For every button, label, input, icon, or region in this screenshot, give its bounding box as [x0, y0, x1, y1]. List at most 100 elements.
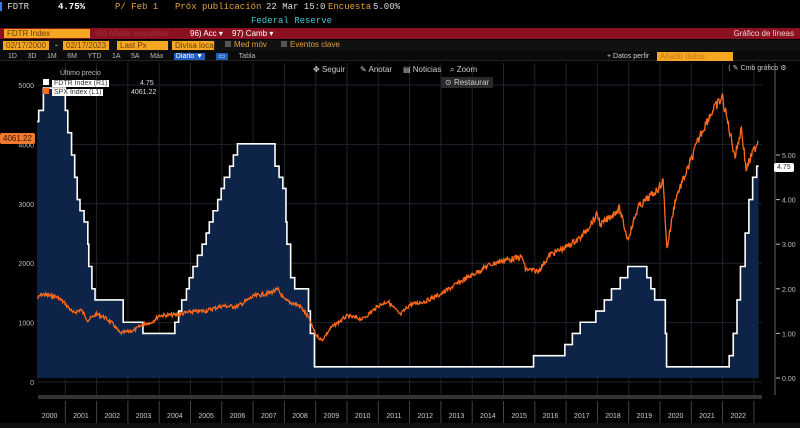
ticker: FDTR: [7, 2, 30, 12]
header-bar: FDTR 4.75% P/ Feb 1 Próx publicación 22 …: [0, 2, 800, 12]
x-tick-label: 2003: [136, 413, 152, 420]
zoom-button[interactable]: ⌕ Zoom: [450, 65, 477, 75]
period-max[interactable]: Máx: [150, 53, 164, 60]
legend: FDTR Index (R1) 4.75 SPX Index (L1) 4061.2…: [43, 79, 156, 97]
legend-title: Último precio: [60, 70, 101, 77]
x-tick-label: 2015: [511, 413, 527, 420]
end-date-input[interactable]: 02/17/2023: [63, 41, 109, 50]
x-tick-label: 2002: [104, 413, 120, 420]
x-tick-label: 2017: [574, 413, 590, 420]
news-label: Noticias: [412, 65, 442, 74]
date-dash: -: [55, 40, 58, 50]
spx-swatch: [43, 88, 49, 94]
date-controls: 02/17/2000 - 02/17/2023 Last Px Divisa l…: [0, 40, 800, 51]
add-security[interactable]: 95) Añadir seguridad: [95, 29, 169, 38]
annotate-button[interactable]: ✎ Anotar: [360, 65, 393, 74]
x-tick-label: 2016: [543, 413, 559, 420]
period-1a[interactable]: 1A: [111, 53, 121, 60]
fdtr-swatch: [43, 79, 49, 85]
gear-icon[interactable]: ⚙: [780, 65, 787, 72]
annotate-label: Anotar: [368, 65, 393, 74]
restore-icon: ⊙: [445, 78, 452, 87]
x-tick-label: 2009: [324, 413, 340, 420]
period-1m[interactable]: 1M: [46, 53, 57, 60]
fdtr-legend-label: FDTR Index (R1): [52, 80, 110, 87]
table-button[interactable]: Tabla: [238, 53, 256, 60]
change-menu[interactable]: 97) Camb ▾: [232, 29, 274, 38]
moving-avg-label[interactable]: Med móv: [234, 40, 267, 49]
period-3d[interactable]: 3D: [27, 53, 37, 60]
right-tick-label: 3.00: [782, 242, 796, 249]
right-tick-label: 5.00: [782, 153, 796, 160]
survey-value: 5.00%: [373, 2, 401, 12]
start-date-input[interactable]: 02/17/2000: [3, 41, 49, 50]
data-label[interactable]: + Datos perfir: [607, 53, 650, 60]
chart-style-icon[interactable]: ▭: [215, 53, 229, 60]
key-events-checkbox[interactable]: [281, 41, 287, 47]
period-ytd[interactable]: YTD: [87, 53, 102, 60]
x-tick-label: 2012: [417, 413, 433, 420]
restore-button[interactable]: ⊙ Restaurar: [441, 77, 494, 88]
x-tick-label: 2007: [261, 413, 277, 420]
current-value: 4.75%: [58, 2, 86, 12]
x-tick-label: 2006: [230, 413, 246, 420]
key-events-label[interactable]: Eventos clave: [290, 40, 340, 49]
next-release-label: Próx publicación: [175, 2, 262, 12]
security-input[interactable]: FDTR Index: [4, 29, 90, 38]
right-tick-label: 0.00: [782, 376, 796, 383]
fdtr-last: 4.75: [140, 80, 154, 87]
left-tick-label: 1000: [18, 321, 34, 328]
restore-label: Restaurar: [453, 78, 490, 87]
period-1d[interactable]: 1D: [8, 53, 17, 60]
zoom-label: Zoom: [456, 65, 478, 74]
moving-avg-checkbox[interactable]: [225, 41, 231, 47]
news-button[interactable]: ▤ Noticias: [403, 65, 442, 74]
x-tick-label: 2004: [167, 413, 183, 420]
chart: 0 1000 2000 3000 4000 5000 0.00 1.00 2.00 3.00 4.0…: [0, 63, 800, 428]
actions-menu[interactable]: 96) Acc ▾: [190, 29, 223, 38]
fdtr-current-tag: 4.75: [774, 163, 794, 172]
x-tick-label: 2022: [730, 413, 746, 420]
left-tick-label: 2000: [18, 261, 34, 268]
legend-item-spx[interactable]: SPX Index (L1) 4061.22: [43, 88, 156, 97]
ticker-marker: [0, 2, 2, 12]
right-tick-label: 1.00: [782, 331, 796, 338]
legend-item-fdtr[interactable]: FDTR Index (R1) 4.75: [43, 79, 154, 88]
x-tick-label: 2020: [668, 413, 684, 420]
right-tick-label: 4.00: [782, 198, 796, 205]
x-tick-label: 2008: [292, 413, 308, 420]
add-data-input[interactable]: Añadir datos: [657, 52, 733, 61]
left-tick-label: 5000: [18, 83, 34, 90]
command-bar: FDTR Index 95) Añadir seguridad 96) Acc …: [0, 28, 800, 39]
field-select[interactable]: Last Px: [117, 41, 168, 50]
zoom-icon: ⌕: [450, 65, 455, 74]
edit-chart-button[interactable]: ⟨ ✎ Cmb gráfico ⚙: [728, 65, 787, 72]
x-tick-label: 2019: [637, 413, 653, 420]
x-tick-label: 2001: [73, 413, 89, 420]
period-bar: 1D 3D 1M 6M YTD 1A 5A Máx Diario ▼ ▭ Tab…: [0, 51, 800, 61]
follow-button[interactable]: ✥ Seguir: [313, 65, 346, 74]
spx-current-tag: 4061.22: [0, 133, 35, 144]
left-tick-label: 3000: [18, 202, 34, 209]
period-6m[interactable]: 6M: [67, 53, 77, 60]
x-scrollbar: [38, 395, 762, 399]
period-5a[interactable]: 5A: [131, 53, 140, 60]
frequency-select[interactable]: Diario ▼: [173, 53, 206, 60]
right-tick-label: 2.00: [782, 287, 796, 294]
x-tick-label: 2013: [449, 413, 465, 420]
x-tick-label: 2010: [355, 413, 371, 420]
period: P/ Feb 1: [115, 2, 159, 12]
spx-line: [36, 93, 759, 342]
survey-label: Encuesta: [328, 2, 372, 12]
x-tick-label: 2000: [42, 413, 58, 420]
x-tick-label: 2011: [386, 413, 401, 420]
x-tick-label: 2014: [480, 413, 496, 420]
edit-chart-label: Cmb gráfico: [740, 65, 779, 72]
fdtr-area: [37, 88, 759, 378]
follow-label: Seguir: [321, 65, 346, 74]
fdtr-line: [37, 87, 759, 368]
x-tick-label: 2018: [605, 413, 621, 420]
footer-bar: [0, 423, 800, 428]
left-tick-label: 4000: [18, 142, 34, 149]
currency-select[interactable]: Divisa local: [172, 41, 215, 50]
